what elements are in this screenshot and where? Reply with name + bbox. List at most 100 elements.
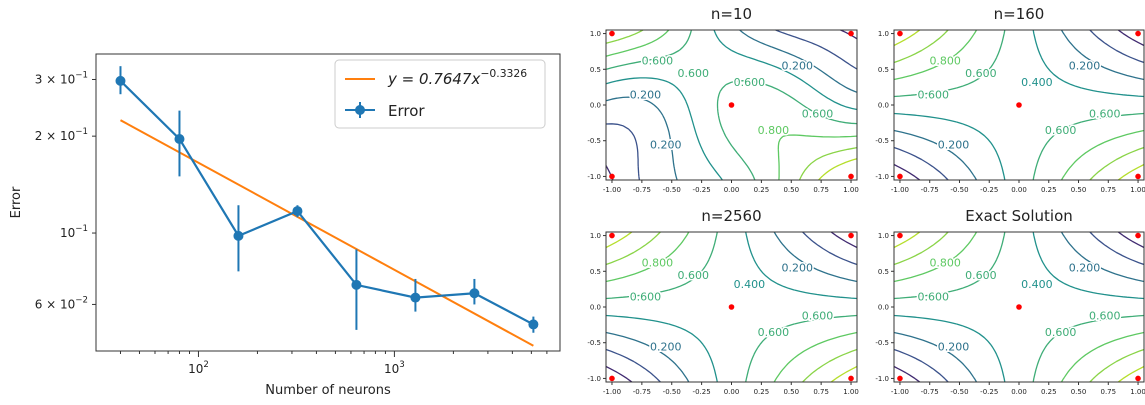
y-tick-label: 1.0 <box>590 232 601 240</box>
error-point <box>115 75 126 86</box>
sample-point <box>897 173 903 180</box>
sample-point <box>609 173 615 180</box>
legend-frame <box>334 59 546 129</box>
contour-label: 0.200 <box>938 340 970 353</box>
contour-label: 0.600 <box>1045 326 1077 339</box>
contour-line <box>605 231 858 383</box>
contour-panel: 0.800 0.600 0.400 0.200 0.600 0.200 0.600 0.600… <box>875 5 1145 194</box>
error-point <box>469 288 480 299</box>
contour-label: 0.600 <box>1045 124 1077 137</box>
y-tick-label-exponent: −1 <box>75 127 88 137</box>
panel-title: n=160 <box>994 5 1045 23</box>
y-tick-label-base: 2 × 10 <box>35 129 76 143</box>
sample-point <box>848 173 854 180</box>
x-tick-label-exponent: 3 <box>399 360 405 370</box>
contour-label: 0.600 <box>758 326 790 339</box>
y-tick-label: 0.0 <box>590 102 601 110</box>
contour-label: 0.200 <box>650 138 682 151</box>
x-axis-label: Number of neurons <box>265 383 391 398</box>
contour-label: 0.600 <box>1089 310 1121 323</box>
y-tick-label: -0.5 <box>875 137 889 145</box>
error-point <box>410 292 421 303</box>
contour-line <box>893 29 1145 181</box>
sample-point <box>609 375 615 382</box>
x-tick-label: 0.00 <box>1011 388 1027 396</box>
contour-line <box>893 29 1145 181</box>
x-tick-label: 0.75 <box>813 388 829 396</box>
sample-point <box>1135 232 1141 239</box>
sample-point <box>1135 375 1141 382</box>
fit-line <box>120 119 534 347</box>
legend: y = 0.7647x−0.3326 Error <box>334 59 546 129</box>
y-tick-label: -1.0 <box>875 375 889 383</box>
sample-point <box>1135 173 1141 180</box>
contour-label: 0.600 <box>630 290 662 303</box>
y-tick-label: 0.0 <box>878 304 889 312</box>
sample-point <box>897 375 903 382</box>
contour-label: 0.400 <box>1021 76 1053 89</box>
x-tick-label: 0.00 <box>724 388 740 396</box>
error-point <box>233 230 244 241</box>
x-tick-label: 0.75 <box>1100 388 1116 396</box>
x-tick-label: 0.00 <box>724 186 740 194</box>
y-tick-label: 1.0 <box>878 232 889 240</box>
contour-label: 0.200 <box>938 138 970 151</box>
sample-point <box>848 30 854 37</box>
contour-label: 0.200 <box>650 340 682 353</box>
legend-error-marker <box>355 105 365 115</box>
x-tick-label: 0.50 <box>1071 388 1087 396</box>
sample-point <box>1135 30 1141 37</box>
y-tick-label: 0.5 <box>878 268 889 276</box>
y-axis-label: Error <box>9 186 24 218</box>
contour-line <box>893 29 1145 181</box>
contour-line <box>893 29 1145 181</box>
contour-label: 0.600 <box>1089 108 1121 121</box>
x-tick-label: 1.00 <box>843 388 859 396</box>
contour-label: 0.200 <box>1069 262 1101 275</box>
x-tick-label: -0.25 <box>693 186 711 194</box>
x-tick-label: -1.00 <box>603 388 621 396</box>
y-tick-label: -0.5 <box>587 339 601 347</box>
y-tick-label: -0.5 <box>587 137 601 145</box>
contour-line <box>605 29 858 181</box>
x-tick-label: -0.25 <box>980 388 998 396</box>
error-point <box>351 279 362 290</box>
contour-line <box>893 231 1145 383</box>
contour-line <box>605 29 858 181</box>
x-tick-label: -0.50 <box>950 186 968 194</box>
sample-point <box>897 232 903 239</box>
contour-label: 0.600 <box>678 269 710 282</box>
contour-line <box>893 231 1145 383</box>
y-tick-label: 10−1 <box>60 224 88 240</box>
contour-label: 0.400 <box>1021 278 1053 291</box>
contour-line <box>605 231 858 383</box>
contour-line <box>605 29 858 181</box>
legend-error-label: Error <box>388 102 425 120</box>
error-point <box>528 319 539 330</box>
contour-line <box>605 29 858 181</box>
sample-point <box>897 30 903 37</box>
contour-line <box>605 231 858 383</box>
y-tick-label: 1.0 <box>590 30 601 38</box>
x-tick-label: 0.25 <box>1041 388 1057 396</box>
x-tick-label: -0.25 <box>980 186 998 194</box>
x-tick-label: 0.50 <box>783 186 799 194</box>
contour-line <box>893 29 1145 181</box>
contour-line <box>893 29 1145 181</box>
panel-title: n=2560 <box>701 207 761 225</box>
sample-point <box>1016 304 1022 310</box>
y-tick-label: 2 × 10−1 <box>35 127 88 143</box>
y-tick-label: 0.5 <box>590 268 601 276</box>
error-series-line <box>119 80 534 326</box>
contour-panel: 0.800 0.600 0.400 0.200 0.600 0.200 0.600 0.600… <box>875 207 1145 396</box>
x-tick-label: -1.00 <box>891 388 909 396</box>
contour-label: 0.200 <box>1069 60 1101 73</box>
x-tick-label: 1.00 <box>1130 388 1145 396</box>
contour-label: 0.800 <box>929 257 961 270</box>
legend-fit-label-exponent: −0.3326 <box>480 67 527 80</box>
contour-label: 0.800 <box>929 55 961 68</box>
contour-label: 0.600 <box>678 67 710 80</box>
x-tick-label: 0.75 <box>813 186 829 194</box>
contour-label: 0.600 <box>965 269 997 282</box>
